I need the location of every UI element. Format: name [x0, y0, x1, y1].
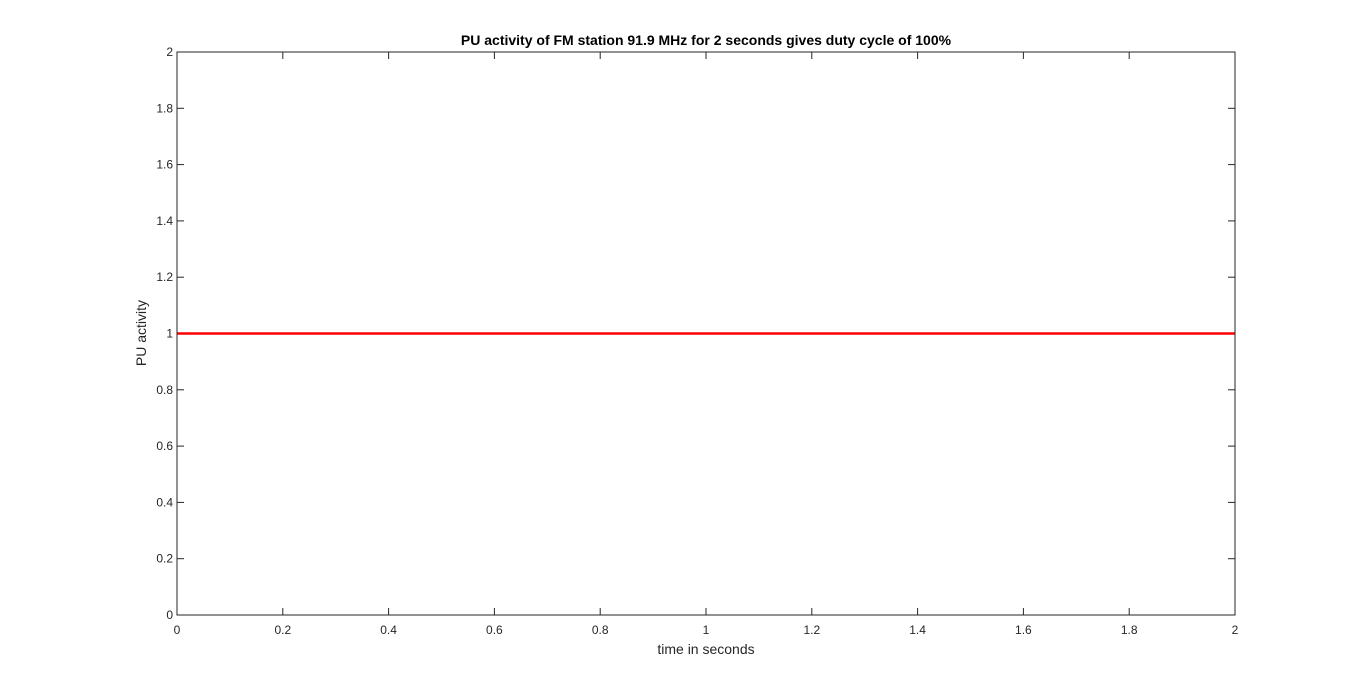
chart-title: PU activity of FM station 91.9 MHz for 2…: [461, 32, 952, 48]
y-tick-label: 0.4: [156, 495, 173, 509]
y-tick-label: 2: [166, 45, 173, 59]
x-tick-label: 1.2: [803, 623, 820, 637]
x-tick-label: 1: [703, 623, 710, 637]
y-tick-label: 1.4: [156, 214, 173, 228]
y-tick-label: 0.6: [156, 439, 173, 453]
x-tick-label: 1.6: [1015, 623, 1032, 637]
y-axis-title: PU activity: [133, 300, 149, 366]
y-tick-label: 1: [166, 327, 173, 341]
y-tick-label: 0: [166, 608, 173, 622]
x-axis-title: time in seconds: [657, 641, 754, 657]
y-tick-label: 1.6: [156, 158, 173, 172]
plot-frame: [176, 51, 1236, 616]
y-tick-label: 0.2: [156, 552, 173, 566]
x-tick-label: 0: [174, 623, 181, 637]
x-tick-label: 1.8: [1121, 623, 1138, 637]
x-tick-label: 2: [1232, 623, 1239, 637]
x-tick-label: 1.4: [909, 623, 926, 637]
y-tick-label: 1.8: [156, 101, 173, 115]
x-tick-label: 0.2: [274, 623, 291, 637]
x-tick-label: 0.6: [486, 623, 503, 637]
x-tick-label: 0.8: [592, 623, 609, 637]
y-tick-label: 0.8: [156, 383, 173, 397]
x-tick-label: 0.4: [380, 623, 397, 637]
y-tick-label: 1.2: [156, 270, 173, 284]
